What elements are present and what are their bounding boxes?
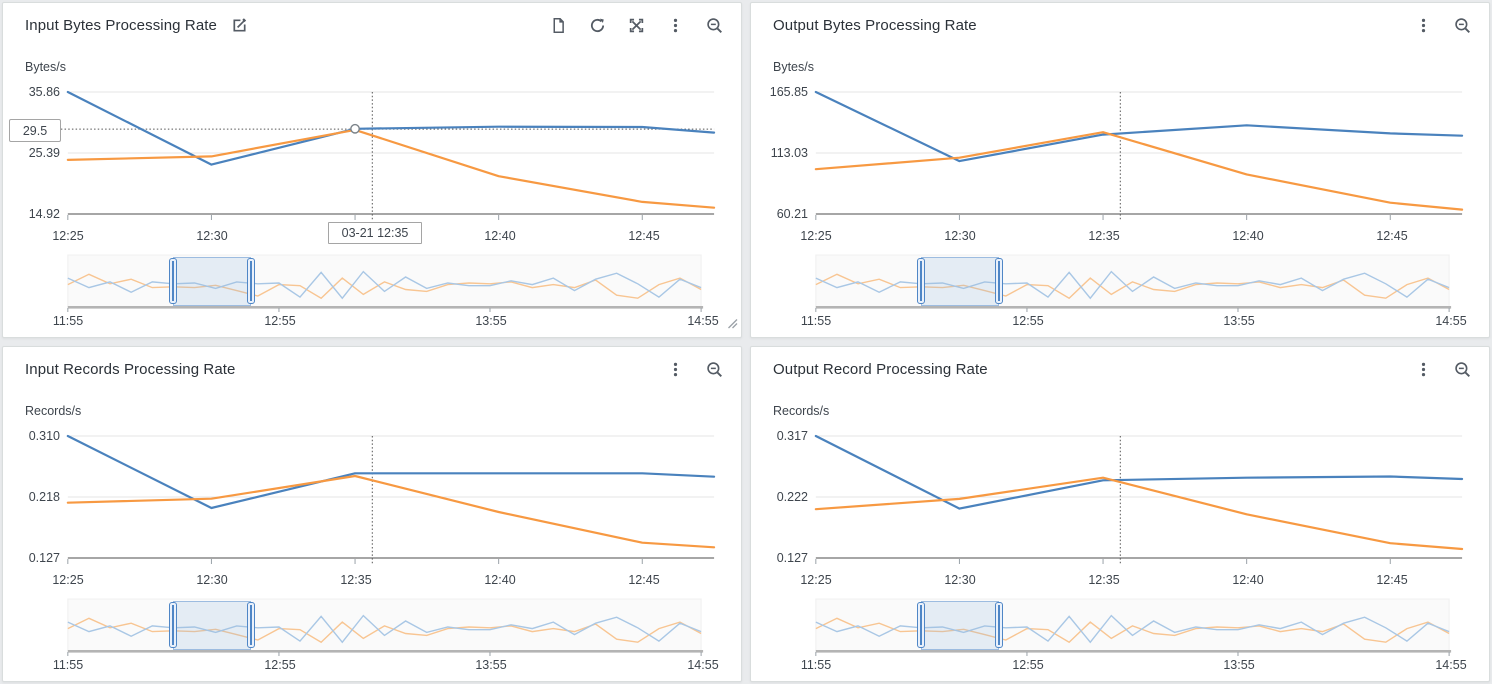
x-tick-label: 12:35 [340, 573, 372, 587]
x-tick-label: 12:35 [1088, 229, 1120, 243]
more-options-icon[interactable] [667, 361, 684, 378]
y-axis-unit: Bytes/s [773, 60, 814, 74]
y-tick-label: 0.222 [776, 490, 808, 504]
more-options-icon[interactable] [1415, 17, 1432, 34]
nav-tick-label: 12:55 [264, 658, 296, 672]
navigator-left-handle[interactable] [917, 258, 925, 304]
y-tick-label: 0.310 [28, 429, 60, 443]
nav-tick-label: 12:55 [1012, 314, 1044, 328]
main-chart-canvas[interactable] [751, 3, 1489, 337]
panel-output-record-rate: Output Record Processing Rate Records/s … [750, 346, 1490, 682]
nav-tick-label: 13:55 [1223, 314, 1255, 328]
panel-output-bytes-rate: Output Bytes Processing Rate Bytes/s 165… [750, 2, 1490, 338]
x-tick-label: 12:25 [52, 573, 84, 587]
panel-input-bytes-rate: Input Bytes Processing Rate [2, 2, 742, 338]
zoom-out-icon[interactable] [706, 17, 723, 34]
nav-tick-label: 13:55 [1223, 658, 1255, 672]
nav-tick-label: 13:55 [475, 658, 507, 672]
nav-tick-label: 13:55 [475, 314, 507, 328]
crosshair-value-box: 29.5 [9, 119, 61, 142]
panel-title: Input Bytes Processing Rate [25, 16, 217, 34]
x-tick-label: 12:40 [1232, 229, 1264, 243]
y-tick-label: 35.86 [28, 85, 60, 99]
expand-fullscreen-icon[interactable] [628, 17, 645, 34]
panel-actions [667, 361, 723, 378]
y-tick-label: 0.317 [776, 429, 808, 443]
panel-header: Input Records Processing Rate [3, 347, 741, 391]
x-tick-label: 12:30 [196, 229, 228, 243]
x-tick-label: 12:45 [628, 229, 660, 243]
crosshair-time-box: 03-21 12:35 [328, 222, 422, 244]
x-tick-label: 12:30 [196, 573, 228, 587]
nav-tick-label: 12:55 [1012, 658, 1044, 672]
navigator-left-handle[interactable] [169, 602, 177, 648]
nav-tick-label: 11:55 [52, 658, 84, 672]
x-tick-label: 12:30 [944, 229, 976, 243]
x-tick-label: 12:35 [1088, 573, 1120, 587]
zoom-out-icon[interactable] [706, 361, 723, 378]
nav-tick-label: 14:55 [1435, 658, 1467, 672]
panel-actions [550, 17, 723, 34]
navigator-right-handle[interactable] [995, 602, 1003, 648]
panel-title: Output Bytes Processing Rate [773, 16, 977, 34]
zoom-out-icon[interactable] [1454, 17, 1471, 34]
nav-tick-label: 11:55 [800, 658, 832, 672]
panel-input-records-rate: Input Records Processing Rate Records/s … [2, 346, 742, 682]
zoom-out-icon[interactable] [1454, 361, 1471, 378]
y-axis-unit: Bytes/s [25, 60, 66, 74]
main-chart-canvas[interactable] [3, 3, 741, 337]
y-axis-unit: Records/s [25, 404, 82, 418]
navigator-selection[interactable] [921, 257, 999, 306]
x-tick-label: 12:40 [484, 573, 516, 587]
x-tick-label: 12:45 [1376, 229, 1408, 243]
panel-title: Output Record Processing Rate [773, 360, 988, 378]
main-chart-canvas[interactable] [3, 347, 741, 681]
y-tick-label: 0.127 [28, 551, 60, 565]
panel-actions [1415, 361, 1471, 378]
x-tick-label: 12:25 [800, 229, 832, 243]
y-tick-label: 60.21 [776, 207, 808, 221]
y-tick-label: 0.127 [776, 551, 808, 565]
new-document-icon[interactable] [550, 17, 567, 34]
y-tick-label: 14.92 [28, 207, 60, 221]
nav-tick-label: 14:55 [687, 314, 719, 328]
refresh-icon[interactable] [589, 17, 606, 34]
x-tick-label: 12:40 [1232, 573, 1264, 587]
nav-tick-label: 11:55 [800, 314, 832, 328]
nav-tick-label: 14:55 [1435, 314, 1467, 328]
nav-tick-label: 14:55 [687, 658, 719, 672]
panel-title: Input Records Processing Rate [25, 360, 236, 378]
navigator-selection[interactable] [173, 601, 251, 650]
y-tick-label: 113.03 [770, 146, 808, 160]
main-chart-canvas[interactable] [751, 347, 1489, 681]
x-tick-label: 12:25 [800, 573, 832, 587]
navigator-left-handle[interactable] [917, 602, 925, 648]
nav-tick-label: 12:55 [264, 314, 296, 328]
x-tick-label: 12:45 [628, 573, 660, 587]
y-axis-unit: Records/s [773, 404, 830, 418]
panel-actions [1415, 17, 1471, 34]
x-tick-label: 12:30 [944, 573, 976, 587]
y-tick-label: 25.39 [28, 146, 60, 160]
panel-header: Output Record Processing Rate [751, 347, 1489, 391]
more-options-icon[interactable] [667, 17, 684, 34]
more-options-icon[interactable] [1415, 361, 1432, 378]
navigator-left-handle[interactable] [169, 258, 177, 304]
x-tick-label: 12:40 [484, 229, 516, 243]
y-tick-label: 0.218 [28, 490, 60, 504]
y-tick-label: 165.85 [769, 85, 808, 99]
navigator-selection[interactable] [173, 257, 251, 306]
edit-icon[interactable] [231, 17, 248, 34]
x-tick-label: 12:25 [52, 229, 84, 243]
panel-header: Input Bytes Processing Rate [3, 3, 741, 47]
navigator-right-handle[interactable] [247, 602, 255, 648]
nav-tick-label: 11:55 [52, 314, 84, 328]
panel-header: Output Bytes Processing Rate [751, 3, 1489, 47]
panel-resize-handle[interactable] [726, 316, 738, 334]
navigator-right-handle[interactable] [247, 258, 255, 304]
navigator-right-handle[interactable] [995, 258, 1003, 304]
navigator-selection[interactable] [921, 601, 999, 650]
x-tick-label: 12:45 [1376, 573, 1408, 587]
